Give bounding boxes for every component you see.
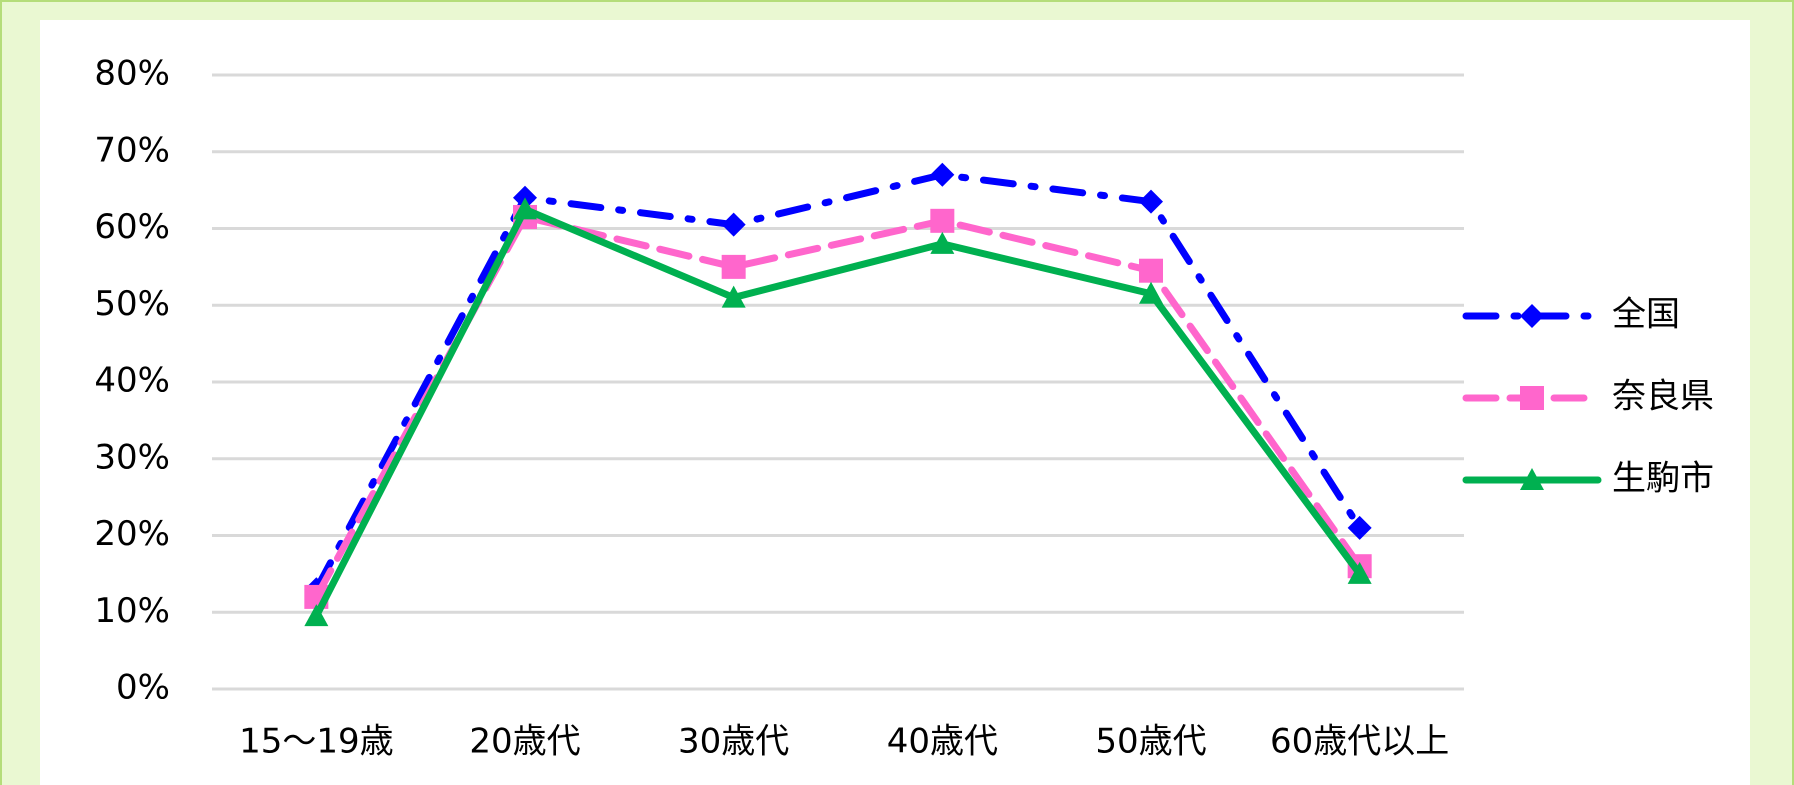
y-tick-label: 20% — [94, 514, 170, 554]
x-tick-label: 50歳代 — [1095, 722, 1206, 762]
legend-label: 奈良県 — [1612, 377, 1714, 417]
marker — [930, 162, 955, 187]
x-tick-label: 60歳代以上 — [1270, 722, 1449, 762]
series-line — [312, 204, 1364, 620]
y-tick-label: 70% — [94, 130, 170, 170]
legend-label: 全国 — [1612, 295, 1680, 335]
marker — [930, 208, 955, 233]
marker — [721, 285, 746, 308]
y-tick-label: 30% — [94, 437, 170, 477]
marker — [721, 254, 746, 279]
marker — [1139, 258, 1163, 283]
marker — [304, 604, 329, 627]
x-tick-label: 20歳代 — [469, 722, 580, 762]
marker — [930, 231, 955, 254]
legend-label: 生駒市 — [1612, 459, 1714, 499]
marker — [513, 197, 537, 220]
marker — [1139, 189, 1163, 214]
x-tick-label: 40歳代 — [887, 722, 998, 762]
y-tick-label: 60% — [94, 207, 170, 247]
y-tick-label: 50% — [94, 284, 170, 324]
plot-panel — [40, 20, 1750, 785]
x-tick-label: 15〜19歳 — [239, 722, 394, 762]
legend-marker — [1520, 386, 1544, 410]
y-tick-label: 0% — [116, 668, 170, 708]
y-tick-label: 80% — [94, 54, 170, 94]
marker — [721, 212, 746, 237]
marker — [1347, 515, 1372, 540]
legend-marker — [1520, 468, 1544, 490]
series-line — [312, 171, 1364, 593]
legend-marker — [1520, 304, 1544, 328]
y-tick-label: 40% — [94, 361, 170, 401]
marker — [1139, 281, 1163, 304]
x-tick-label: 30歳代 — [678, 722, 789, 762]
y-tick-label: 10% — [94, 591, 170, 631]
marker — [1347, 561, 1372, 584]
